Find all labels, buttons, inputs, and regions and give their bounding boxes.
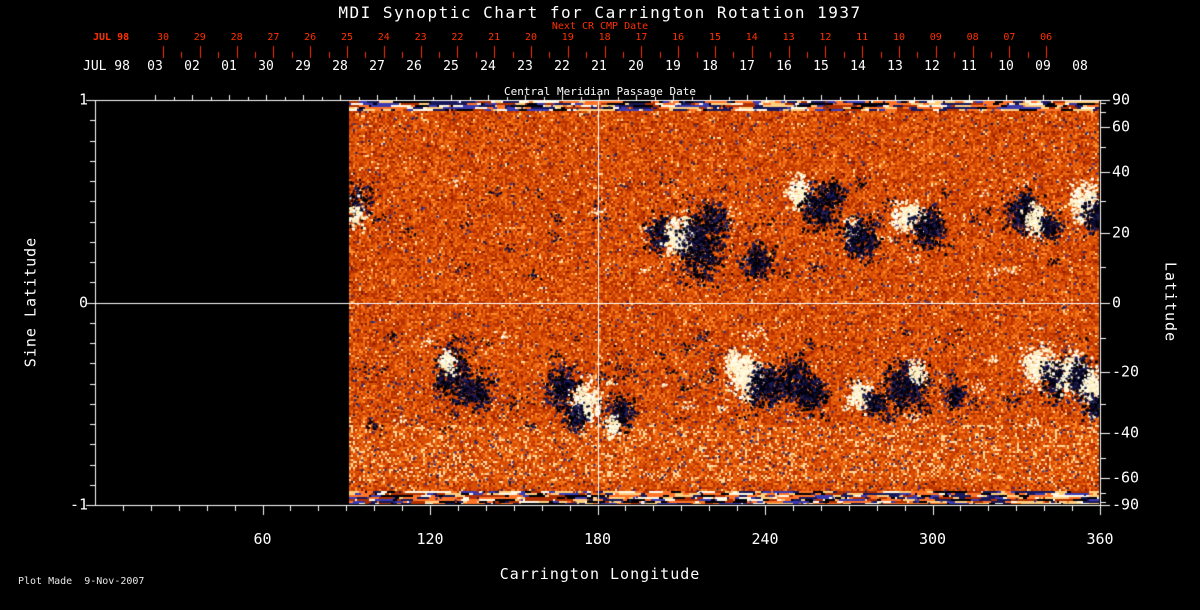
- next-cr-date-tick-label: 15: [708, 32, 722, 43]
- cmp-date-tick-label: 09: [1035, 59, 1051, 74]
- y-axis-right-title: Latitude: [1161, 261, 1180, 343]
- sine-latitude-tick-label: 0: [78, 293, 88, 311]
- next-cr-date-tick-label: 07: [1003, 32, 1016, 43]
- cmp-date-tick-label: 15: [813, 59, 829, 74]
- cmp-date-tick-label: 30: [258, 59, 274, 74]
- next-cr-date-tick-label: 23: [414, 32, 427, 43]
- next-cr-date-tick-label: 19: [561, 32, 574, 43]
- cmp-date-tick-label: 12: [924, 59, 940, 74]
- cmp-date-tick-label: 22: [554, 59, 570, 74]
- chart-title: MDI Synoptic Chart for Carrington Rotati…: [338, 3, 862, 22]
- cmp-date-tick-label: 02: [184, 59, 200, 74]
- cmp-date-tick-label: 14: [850, 59, 866, 74]
- latitude-tick-label: -60: [1112, 468, 1140, 487]
- latitude-tick-label: -40: [1112, 423, 1140, 442]
- central-meridian-passage-date-label: Central Meridian Passage Date: [503, 85, 697, 98]
- cmp-date-tick-label: 01: [221, 59, 237, 74]
- latitude-tick-label: -20: [1112, 362, 1140, 381]
- next-cr-date-tick-label: 12: [819, 32, 832, 43]
- next-cr-date-tick-label: 13: [782, 32, 795, 43]
- next-cr-date-tick-label: 09: [929, 32, 942, 43]
- cmp-date-tick-label: 26: [406, 59, 422, 74]
- sine-latitude-tick-label: -1: [69, 495, 88, 514]
- next-cr-date-tick-label: 17: [635, 32, 648, 43]
- next-cr-date-tick-label: 21: [488, 32, 501, 43]
- next-cr-cmp-date-label: Next CR CMP Date: [551, 21, 649, 32]
- y-axis-left-title: Sine Latitude: [21, 236, 40, 368]
- next-cr-date-tick-label: 29: [193, 32, 206, 43]
- cmp-date-tick-label: 13: [887, 59, 903, 74]
- cmp-date-tick-label: 18: [702, 59, 718, 74]
- next-cr-date-tick-label: 10: [892, 32, 906, 43]
- cmp-date-tick-label: 28: [332, 59, 348, 74]
- cmp-axis-month-label: JUL 98: [83, 59, 130, 74]
- next-cr-date-tick-label: 30: [156, 32, 170, 43]
- cmp-date-tick-label: 11: [961, 59, 977, 74]
- next-cr-date-tick-label: 24: [377, 32, 390, 43]
- cmp-date-tick-label: 20: [628, 59, 644, 74]
- cmp-date-tick-label: 10: [998, 59, 1014, 74]
- cmp-date-tick-label: 27: [369, 59, 385, 74]
- longitude-tick-label: 60: [253, 530, 272, 548]
- next-cr-date-tick-label: 26: [304, 32, 317, 43]
- next-cr-date-tick-label: 25: [340, 32, 354, 43]
- latitude-tick-label: 0: [1112, 293, 1122, 311]
- red-axis-month-label: JUL 98: [93, 32, 130, 43]
- longitude-tick-label: 300: [918, 530, 947, 548]
- cmp-date-tick-label: 19: [665, 59, 681, 74]
- latitude-tick-label: 90: [1112, 90, 1131, 109]
- latitude-tick-label: 60: [1112, 117, 1131, 136]
- latitude-tick-label: 20: [1112, 223, 1131, 242]
- x-axis-title: Carrington Longitude: [499, 565, 701, 583]
- longitude-tick-label: 360: [1086, 530, 1114, 548]
- cmp-date-tick-label: 08: [1072, 59, 1088, 74]
- longitude-tick-label: 120: [416, 530, 444, 548]
- cmp-date-tick-label: 03: [147, 59, 163, 74]
- cmp-date-tick-label: 25: [443, 59, 459, 74]
- next-cr-date-tick-label: 22: [451, 32, 464, 43]
- sine-latitude-tick-label: 1: [78, 90, 88, 109]
- longitude-tick-label: 240: [751, 530, 779, 548]
- next-cr-date-tick-label: 16: [672, 32, 685, 43]
- next-cr-date-tick-label: 20: [524, 32, 538, 43]
- next-cr-date-tick-label: 08: [966, 32, 979, 43]
- cmp-date-tick-label: 21: [591, 59, 607, 74]
- cmp-date-tick-label: 29: [295, 59, 311, 74]
- next-cr-date-tick-label: 18: [598, 32, 611, 43]
- cmp-date-tick-label: 23: [517, 59, 533, 74]
- cmp-date-tick-label: 24: [480, 59, 496, 74]
- latitude-tick-label: -90: [1112, 495, 1140, 514]
- cmp-date-tick-label: 17: [739, 59, 755, 74]
- longitude-tick-label: 180: [583, 530, 612, 548]
- next-cr-date-tick-label: 14: [745, 32, 758, 43]
- next-cr-date-tick-label: 27: [267, 32, 280, 43]
- cmp-date-tick-label: 16: [776, 59, 792, 74]
- plot-made-timestamp: Plot Made 9-Nov-2007: [18, 576, 145, 587]
- next-cr-date-tick-label: 06: [1040, 32, 1053, 43]
- next-cr-date-tick-label: 28: [230, 32, 243, 43]
- latitude-tick-label: 40: [1112, 162, 1131, 181]
- next-cr-date-tick-label: 11: [856, 32, 869, 43]
